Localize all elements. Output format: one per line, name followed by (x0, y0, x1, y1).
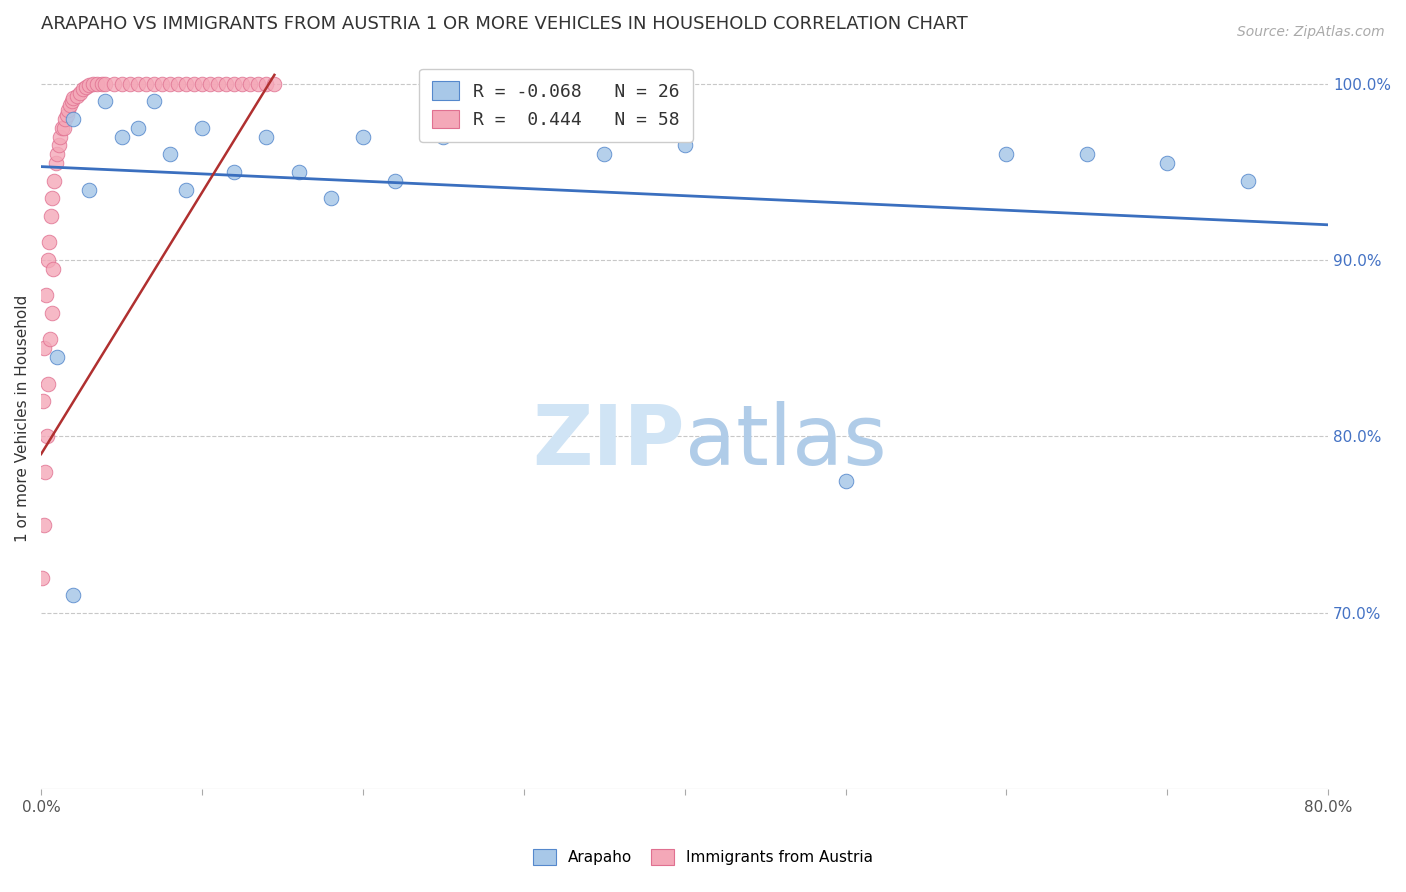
Point (42, 261, 65, 276)
Point (191, 120, 214, 135)
Text: ARAPAHO VS IMMIGRANTS FROM AUSTRIA 1 OR MORE VEHICLES IN HOUSEHOLD CORRELATION C: ARAPAHO VS IMMIGRANTS FROM AUSTRIA 1 OR … (41, 15, 967, 33)
Point (254, 129, 277, 144)
Point (142, 95, 165, 109)
Point (263, 77, 285, 91)
Point (41, 306, 63, 320)
Point (118, 77, 141, 91)
Point (432, 129, 454, 144)
Point (62, 588, 84, 602)
Point (39, 209, 62, 223)
Point (31, 570, 53, 584)
Legend: Arapaho, Immigrants from Austria: Arapaho, Immigrants from Austria (527, 843, 879, 871)
Point (110, 77, 132, 91)
Point (31, 394, 53, 409)
Point (62, 91, 84, 105)
Point (72, 82, 94, 96)
Point (207, 77, 229, 91)
Text: ZIP: ZIP (531, 401, 685, 482)
Point (166, 77, 188, 91)
Point (46, 147, 69, 161)
Point (65, 89, 87, 103)
Point (142, 77, 165, 91)
Point (56, 108, 79, 122)
Point (239, 77, 262, 91)
Point (287, 165, 309, 179)
Text: Source: ZipAtlas.com: Source: ZipAtlas.com (1237, 25, 1385, 39)
Point (51, 120, 73, 135)
Point (1236, 174, 1258, 188)
Point (995, 147, 1018, 161)
Point (34, 465, 56, 479)
Point (91, 77, 114, 91)
Point (224, 77, 246, 91)
Point (191, 77, 214, 91)
Point (174, 182, 197, 196)
Point (135, 77, 157, 91)
Point (79, 78, 101, 93)
Point (69, 86, 91, 100)
Point (82, 77, 104, 91)
Point (159, 147, 181, 161)
Point (127, 120, 149, 135)
Point (513, 120, 536, 135)
Point (52, 120, 75, 135)
Point (159, 77, 181, 91)
Point (45, 156, 67, 170)
Point (35, 429, 58, 443)
Point (215, 77, 238, 91)
Point (834, 474, 856, 488)
Point (32, 517, 55, 532)
Point (41, 191, 63, 205)
Point (110, 129, 132, 144)
Point (198, 77, 221, 91)
Text: atlas: atlas (685, 401, 886, 482)
Point (593, 147, 616, 161)
Point (46, 350, 69, 364)
Point (254, 77, 277, 91)
Point (59, 98, 82, 112)
Point (247, 77, 270, 91)
Point (1156, 156, 1178, 170)
Point (94, 77, 117, 91)
Point (1076, 147, 1098, 161)
Legend: R = -0.068   N = 26, R =  0.444   N = 58: R = -0.068 N = 26, R = 0.444 N = 58 (419, 69, 693, 142)
Point (49, 129, 72, 144)
Point (224, 165, 246, 179)
Point (174, 77, 197, 91)
Point (60, 95, 83, 109)
Point (127, 77, 149, 91)
Y-axis label: 1 or more Vehicles in Household: 1 or more Vehicles in Household (15, 295, 30, 542)
Point (62, 112, 84, 126)
Point (39, 333, 62, 347)
Point (384, 174, 406, 188)
Point (352, 129, 374, 144)
Point (48, 138, 70, 153)
Point (673, 138, 696, 153)
Point (37, 253, 59, 268)
Point (35, 288, 58, 302)
Point (183, 77, 205, 91)
Point (58, 103, 80, 118)
Point (38, 235, 60, 250)
Point (42, 174, 65, 188)
Point (319, 191, 342, 205)
Point (86, 77, 108, 91)
Point (75, 80, 97, 95)
Point (34, 341, 56, 355)
Point (150, 77, 173, 91)
Point (37, 376, 59, 391)
Point (53, 112, 76, 126)
Point (231, 77, 253, 91)
Point (79, 182, 101, 196)
Point (103, 77, 125, 91)
Point (94, 95, 117, 109)
